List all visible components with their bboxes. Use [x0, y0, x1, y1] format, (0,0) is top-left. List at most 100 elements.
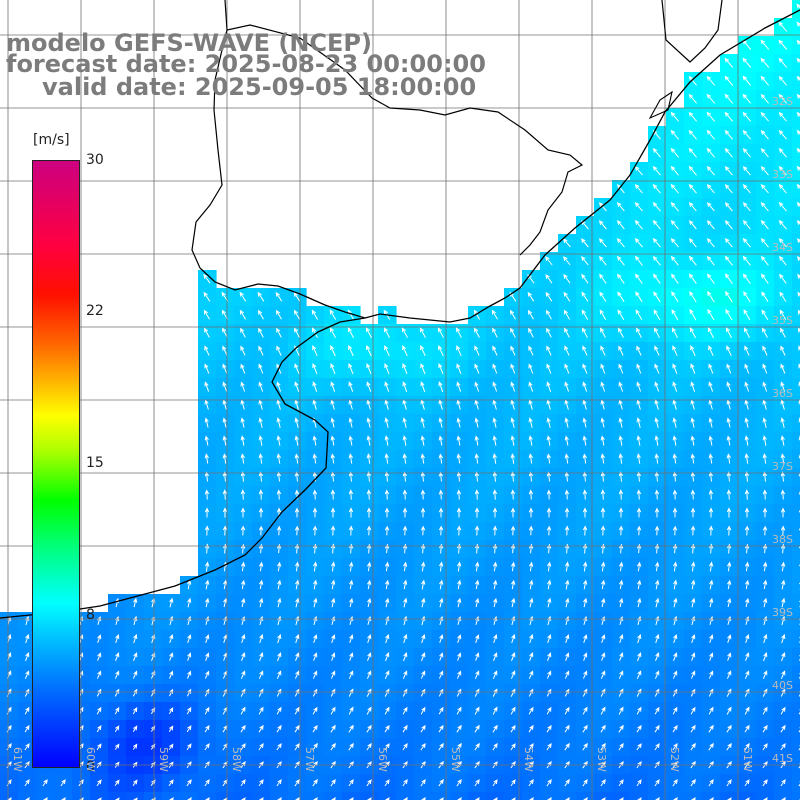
wind-arrow — [276, 670, 282, 679]
wind-arrow — [420, 471, 426, 482]
wind-arrow — [672, 525, 678, 536]
wind-speed-cell — [792, 270, 800, 289]
wind-arrow — [457, 579, 462, 590]
wind-arrow — [510, 381, 516, 392]
wind-arrow — [564, 435, 569, 446]
wind-arrow — [600, 779, 606, 787]
wind-arrow — [654, 435, 659, 446]
wind-arrow — [725, 308, 733, 321]
wind-arrow — [528, 381, 534, 392]
wind-arrow — [24, 779, 30, 787]
wind-arrow — [707, 326, 715, 339]
wind-arrow — [457, 652, 462, 661]
wind-arrow — [402, 724, 408, 733]
wind-arrow — [456, 724, 462, 733]
wind-arrow — [598, 220, 607, 230]
wind-arrow — [492, 489, 498, 500]
wind-arrow — [114, 743, 120, 750]
wind-speed-cell — [468, 792, 487, 800]
wind-arrow — [744, 453, 750, 464]
wind-arrow — [618, 779, 624, 787]
wind-arrow — [636, 724, 642, 733]
wind-arrow — [187, 634, 192, 643]
wind-arrow — [240, 363, 246, 374]
wind-arrow — [367, 634, 372, 644]
wind-arrow — [760, 166, 769, 176]
wind-arrow — [706, 147, 715, 158]
wind-arrow — [742, 93, 752, 104]
wind-arrow — [582, 327, 588, 338]
wind-arrow — [653, 291, 661, 303]
wind-arrow — [492, 381, 498, 392]
wind-arrow — [294, 453, 300, 464]
wind-arrow — [438, 507, 444, 518]
wind-arrow — [474, 327, 480, 338]
wind-arrow — [492, 327, 498, 338]
wind-arrow — [582, 724, 588, 733]
wind-arrow — [330, 742, 336, 751]
wind-arrow — [529, 597, 534, 608]
wind-speed-cell — [792, 36, 800, 55]
wind-arrow — [331, 597, 336, 608]
wind-arrow — [688, 129, 697, 140]
wind-arrow — [727, 597, 732, 608]
wind-arrow — [744, 670, 750, 679]
wind-arrow — [600, 489, 606, 500]
wind-arrow — [510, 779, 516, 787]
wind-speed-cell — [792, 558, 800, 577]
wind-arrow — [546, 579, 552, 590]
wind-arrow — [384, 670, 390, 680]
wind-arrow — [204, 525, 210, 536]
wind-arrow — [671, 273, 679, 284]
wind-arrow — [294, 670, 300, 679]
wind-arrow — [546, 381, 552, 392]
wind-arrow — [438, 670, 444, 679]
wind-speed-cell — [684, 792, 703, 800]
wind-arrow — [510, 724, 516, 733]
wind-speed-cell — [36, 792, 55, 800]
wind-arrow — [402, 779, 408, 787]
wind-speed-cell — [180, 792, 199, 800]
wind-arrow — [778, 219, 787, 230]
wind-arrow — [528, 435, 533, 446]
wind-arrow — [222, 417, 227, 428]
wind-arrow — [349, 634, 354, 643]
wind-arrow — [655, 597, 660, 608]
wind-arrow — [168, 725, 174, 732]
wind-arrow — [618, 507, 624, 518]
wind-arrow — [778, 183, 787, 194]
wind-arrow — [690, 345, 696, 357]
wind-arrow — [528, 489, 534, 500]
wind-arrow — [617, 309, 625, 320]
wind-arrow — [690, 507, 696, 518]
wind-speed-cell — [144, 792, 163, 800]
wind-arrow — [204, 743, 210, 751]
wind-speed-cell — [792, 738, 800, 757]
wind-arrow — [691, 634, 696, 643]
wind-arrow — [762, 724, 768, 733]
wind-arrow — [598, 202, 607, 212]
wind-arrow — [781, 597, 786, 608]
wind-arrow — [403, 597, 408, 608]
wind-arrow — [384, 579, 390, 590]
wind-arrow — [366, 417, 371, 428]
wind-arrow — [742, 255, 751, 266]
wind-arrow — [312, 724, 318, 733]
wind-arrow — [132, 725, 138, 732]
wind-arrow — [25, 633, 30, 644]
wind-arrow — [331, 579, 336, 590]
wind-arrow — [672, 742, 678, 751]
wind-arrow — [690, 724, 696, 733]
wind-arrow — [240, 743, 246, 751]
wind-arrow — [636, 453, 641, 464]
country-border — [191, 24, 584, 269]
wind-arrow — [258, 779, 264, 787]
wind-speed-cell — [558, 792, 577, 800]
wind-arrow — [762, 706, 768, 715]
wind-arrow — [744, 489, 750, 500]
wind-arrow — [672, 561, 678, 572]
latitude-label: 41S — [772, 752, 793, 765]
wind-arrow — [132, 706, 138, 715]
wind-arrow — [294, 507, 300, 518]
wind-arrow — [493, 797, 498, 800]
